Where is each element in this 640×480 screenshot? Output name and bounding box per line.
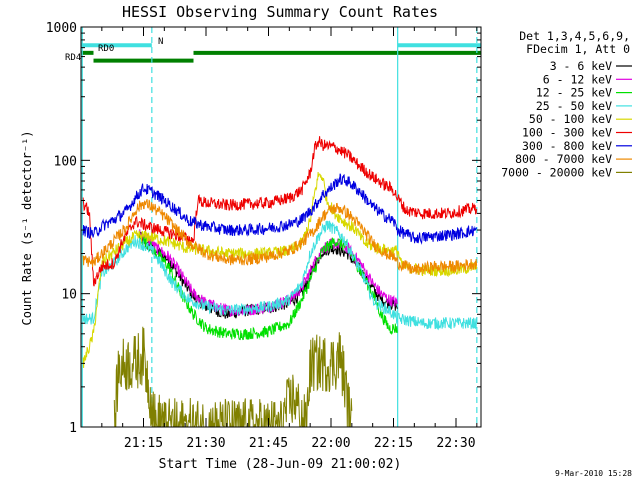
legend-label: 12 - 25 keV <box>536 86 612 100</box>
x-tick-label: 22:15 <box>374 436 413 451</box>
flag-label-n: N <box>158 37 163 47</box>
x-tick-label: 22:00 <box>311 436 350 451</box>
x-tick-label: 21:45 <box>249 436 288 451</box>
legend-label: 3 - 6 keV <box>550 59 612 73</box>
flag-label-rd0: RD0 <box>98 44 114 54</box>
series-line-6 <box>82 136 478 287</box>
x-tick-label: 22:30 <box>436 436 475 451</box>
chart-title: HESSI Observing Summary Count Rates <box>122 3 438 21</box>
legend: Det 1,3,4,5,6,9, FDecim 1, Att 0 3 - 6 k… <box>501 29 632 179</box>
flag-label-rd4: RD4 <box>65 53 81 63</box>
legend-label: 50 - 100 keV <box>529 112 612 126</box>
legend-header-line-1: Det 1,3,4,5,6,9, <box>519 29 630 43</box>
y-tick-label: 1 <box>69 421 77 436</box>
series-line-9 <box>113 326 353 428</box>
series-line-8 <box>82 199 478 276</box>
plot-frame <box>80 26 482 428</box>
legend-header-line-2: FDecim 1, Att 0 <box>526 42 630 56</box>
x-tick-label: 21:15 <box>124 436 163 451</box>
y-tick-label: 100 <box>54 154 77 169</box>
series-line-7 <box>82 173 478 245</box>
footer-date: 9-Mar-2010 15:28 <box>555 469 632 478</box>
y-axis-label: Count Rate (s⁻¹ detector⁻¹) <box>20 130 34 325</box>
y-tick-label: 10 <box>61 288 77 303</box>
legend-label: 300 - 800 keV <box>522 139 612 153</box>
series-line-4 <box>82 220 478 331</box>
legend-label: 100 - 300 keV <box>522 126 612 140</box>
legend-label: 7000 - 20000 keV <box>501 165 612 179</box>
y-tick-label: 1000 <box>46 21 77 36</box>
legend-label: 25 - 50 keV <box>536 99 612 113</box>
legend-label: 6 - 12 keV <box>543 72 612 86</box>
legend-label: 800 - 7000 keV <box>515 152 612 166</box>
x-axis-label: Start Time (28-Jun-09 21:00:02) <box>159 457 402 472</box>
x-tick-label: 21:30 <box>186 436 225 451</box>
series-line-3 <box>138 234 398 341</box>
